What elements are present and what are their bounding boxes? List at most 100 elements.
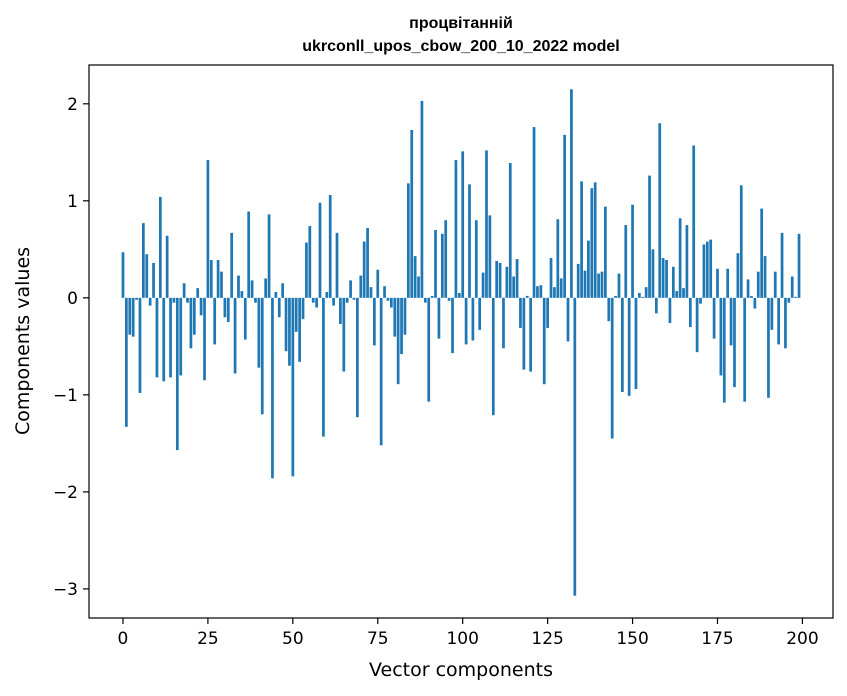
bar [413,256,417,298]
bar [274,292,278,298]
bar [668,297,672,324]
bar [773,271,777,298]
bar [770,297,774,330]
bar [474,220,478,298]
bar [192,297,196,335]
bar [621,297,624,392]
bar [671,266,675,298]
bar [712,297,716,339]
bar [359,275,363,298]
x-tick-label: 200 [786,629,818,649]
bar [678,218,682,298]
bar [366,227,369,298]
bar [478,297,482,330]
y-axis-ticks: −3 −2 −1 0 1 2 [53,95,89,600]
bar [301,297,305,320]
x-axis-label: Vector components [369,659,553,681]
bar [777,297,780,345]
bar [529,297,532,372]
bar [794,296,797,298]
bar [719,297,723,376]
bar [315,297,318,308]
bar [627,297,631,396]
bar [780,232,784,298]
bar [610,297,614,439]
bar [342,297,346,372]
bar [566,297,570,342]
bar [495,260,499,298]
y-tick-label: −1 [53,386,78,406]
bar [349,280,352,298]
bar [318,202,322,298]
bar [549,258,553,298]
bar [658,123,662,298]
x-tick-label: 175 [701,629,733,649]
plot-frame [88,64,834,619]
bar [767,297,770,398]
bar [784,297,787,349]
bar [485,150,488,298]
bar [356,297,359,418]
bar [515,259,519,298]
bar [750,295,753,298]
bar [291,297,295,477]
bar [148,297,152,306]
bar [444,220,448,298]
bar [695,297,699,353]
bar [593,182,597,298]
x-tick-label: 150 [616,629,648,649]
bar [797,233,801,298]
bar [753,297,757,309]
bar [699,297,702,304]
bar [536,286,539,298]
bar [600,271,604,298]
bar [709,239,713,298]
bar [400,297,403,355]
bar [685,225,689,298]
bar [644,287,648,298]
bar [230,232,234,298]
bar [729,297,733,346]
bar [393,297,397,337]
bar [692,145,696,298]
bar [434,229,437,298]
bar [502,297,505,349]
y-tick-label: 0 [67,289,78,309]
bar [420,100,424,298]
bar [553,287,556,298]
y-axis-label: Components values [12,247,34,435]
bar [464,297,468,345]
bar [325,292,329,298]
bar [383,286,386,298]
bar [175,297,179,451]
bar [128,297,132,335]
bar [559,278,563,298]
bar [512,276,516,298]
bar [468,184,471,298]
bar [328,195,332,298]
bar [125,297,128,427]
bar [158,196,162,298]
bar [332,297,335,306]
bar [739,185,743,298]
x-tick-label: 50 [282,629,304,649]
bar [277,297,281,318]
bar [423,297,427,303]
bar [682,288,685,298]
bar [488,215,492,298]
bar [763,256,767,298]
bar [651,249,655,298]
bar [162,297,166,382]
bar [294,297,298,332]
bar [410,130,414,298]
y-tick-label: 2 [67,95,78,115]
bar [186,297,189,303]
bar [447,297,451,301]
bar [240,291,244,298]
bar [284,297,288,352]
bar [335,232,339,298]
bar [179,297,183,376]
bar [247,211,251,298]
bar [121,252,125,298]
